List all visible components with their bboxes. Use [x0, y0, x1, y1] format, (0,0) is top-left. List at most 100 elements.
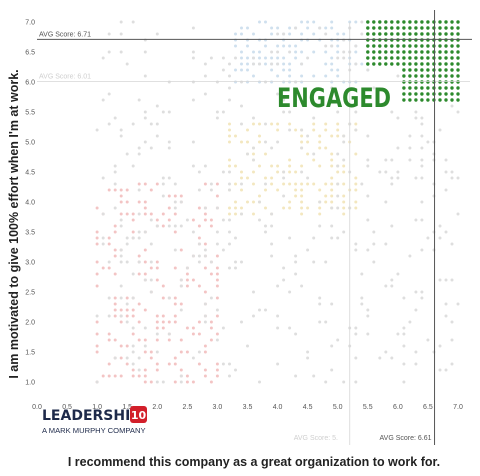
data-point — [420, 164, 424, 168]
data-point — [137, 368, 141, 372]
data-point — [185, 374, 189, 378]
data-point — [330, 152, 334, 156]
data-point — [149, 290, 153, 294]
data-point — [234, 266, 237, 270]
data-point — [288, 128, 292, 132]
engaged-point — [450, 86, 454, 90]
data-point — [300, 146, 304, 150]
engaged-point — [450, 20, 454, 24]
data-point — [294, 44, 298, 48]
data-point — [342, 140, 346, 144]
engaged-point — [396, 38, 400, 42]
engaged-point — [450, 26, 454, 30]
data-point — [155, 380, 159, 384]
engaged-point — [420, 68, 424, 72]
data-point — [312, 182, 316, 186]
engaged-point — [402, 50, 406, 54]
data-point — [149, 146, 153, 150]
y-tick-label: 6.0 — [25, 80, 35, 87]
data-point — [444, 230, 448, 234]
engaged-point — [432, 68, 436, 72]
data-point — [234, 134, 237, 138]
data-point — [330, 68, 334, 72]
data-point — [131, 344, 135, 348]
data-point — [396, 116, 400, 120]
engaged-point — [384, 56, 388, 60]
data-point — [197, 170, 201, 174]
engaged-point — [402, 62, 406, 66]
data-point — [420, 116, 424, 120]
data-point — [408, 254, 412, 258]
engaged-point — [432, 50, 436, 54]
data-point — [288, 206, 292, 210]
data-point — [306, 206, 310, 210]
engaged-point — [366, 44, 370, 48]
engaged-point — [384, 62, 388, 66]
data-point — [234, 80, 237, 84]
data-point — [137, 302, 141, 306]
data-point — [113, 272, 117, 276]
data-point — [276, 164, 280, 168]
data-point — [342, 212, 346, 216]
data-point — [173, 206, 177, 210]
data-point — [161, 212, 165, 216]
data-point — [240, 68, 243, 72]
engaged-point — [408, 62, 412, 66]
data-point — [119, 314, 123, 318]
data-point — [179, 278, 183, 282]
data-point — [354, 128, 358, 132]
data-point — [197, 242, 201, 246]
data-point — [215, 374, 219, 378]
data-point — [155, 320, 159, 324]
engaged-point — [438, 92, 442, 96]
data-point — [324, 146, 328, 150]
data-point — [143, 308, 147, 312]
data-point — [330, 344, 334, 348]
data-point — [300, 164, 304, 168]
engaged-point — [432, 74, 436, 78]
engaged-point — [378, 20, 382, 24]
x-tick-label: 1.0 — [92, 404, 102, 411]
data-point — [270, 56, 274, 60]
data-point — [420, 296, 424, 300]
data-point — [258, 140, 261, 144]
data-point — [258, 134, 261, 138]
data-point — [143, 110, 147, 114]
data-point — [228, 362, 231, 366]
data-point — [101, 374, 105, 378]
engaged-point — [432, 44, 436, 48]
data-point — [173, 230, 177, 234]
data-point — [270, 254, 274, 258]
data-point — [167, 206, 171, 210]
engaged-point — [396, 56, 400, 60]
data-point — [288, 74, 292, 78]
data-point — [191, 332, 195, 336]
data-point — [173, 296, 177, 300]
data-point — [167, 80, 171, 84]
data-point — [366, 308, 370, 312]
data-point — [336, 74, 340, 78]
data-point — [390, 278, 394, 282]
data-point — [354, 44, 358, 48]
data-point — [167, 296, 171, 300]
data-point — [95, 284, 99, 288]
engaged-point — [420, 86, 424, 90]
data-point — [312, 20, 316, 24]
data-point — [215, 110, 219, 114]
y-tick-label: 1.5 — [25, 350, 35, 357]
data-point — [234, 212, 237, 216]
y-tick-label: 1.0 — [25, 380, 35, 387]
data-point — [258, 122, 261, 126]
data-point — [125, 188, 129, 192]
data-point — [101, 236, 105, 240]
engaged-point — [408, 20, 412, 24]
data-point — [191, 218, 195, 222]
data-point — [264, 80, 267, 84]
data-point — [228, 266, 231, 270]
engaged-point — [444, 74, 448, 78]
data-point — [252, 170, 255, 174]
data-point — [215, 278, 219, 282]
data-point — [228, 74, 231, 78]
data-point — [444, 314, 448, 318]
data-point — [336, 170, 340, 174]
